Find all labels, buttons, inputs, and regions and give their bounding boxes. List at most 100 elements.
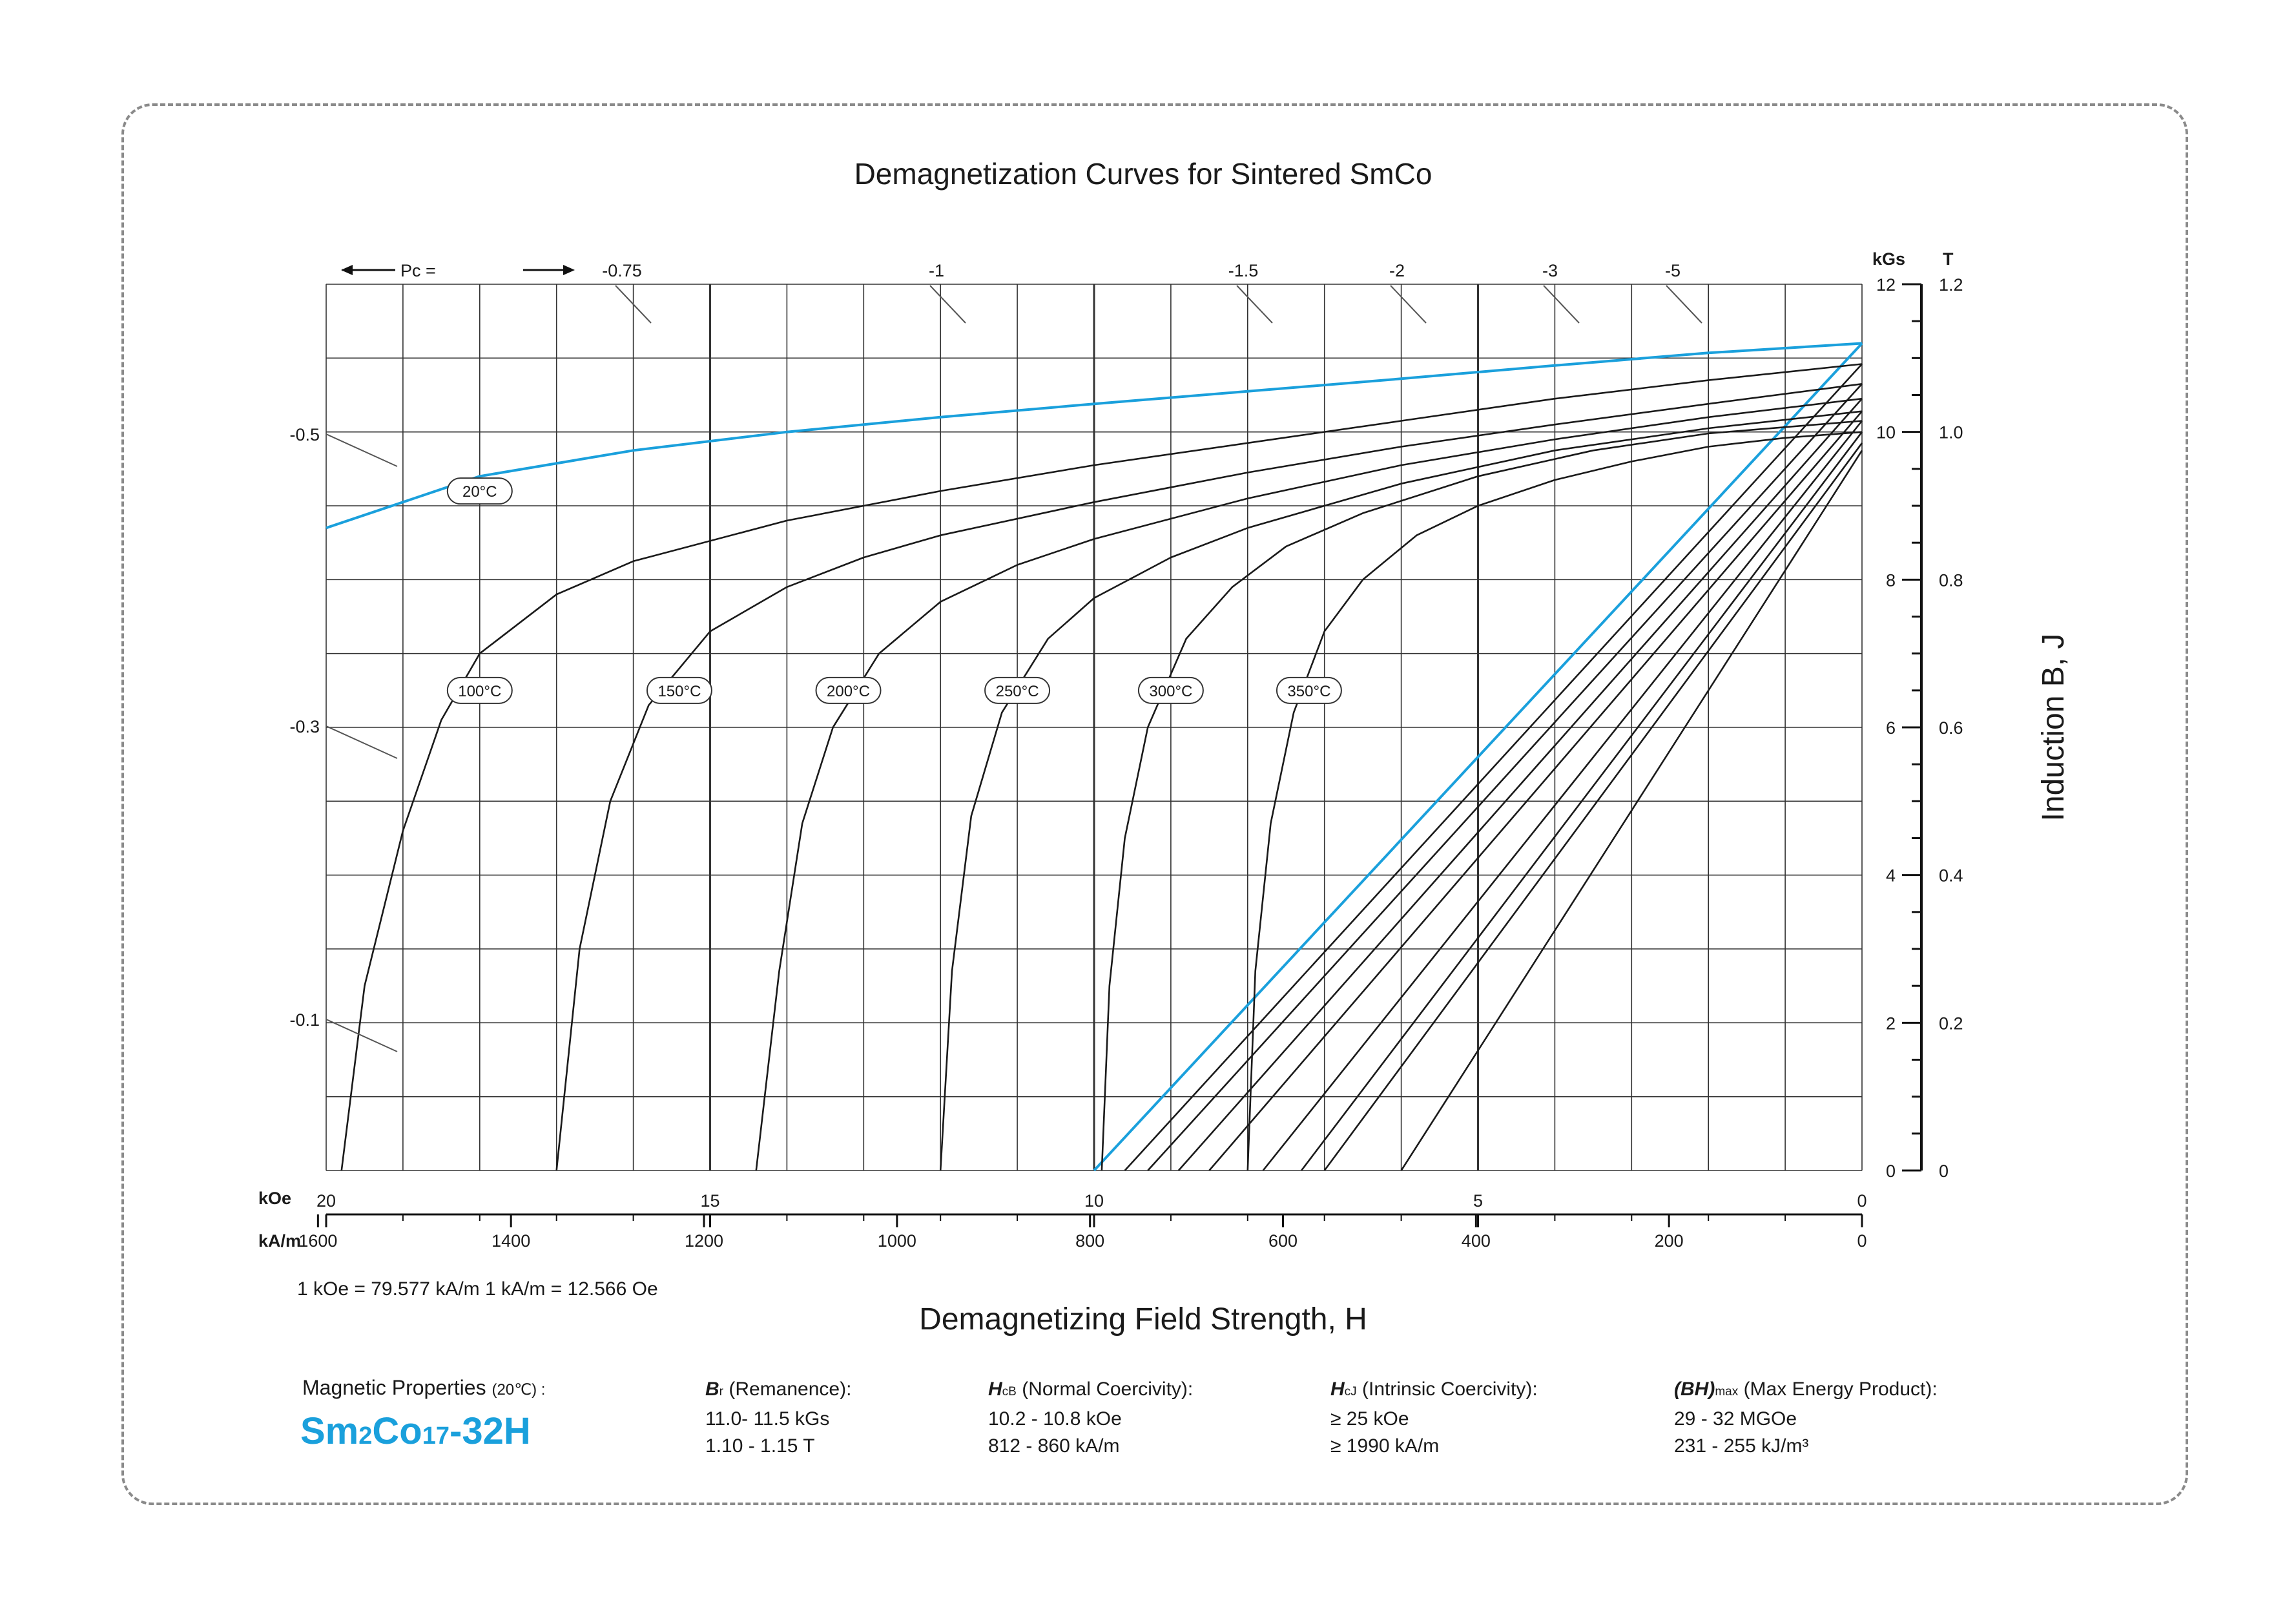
pc-top-tick-label: -2 <box>1389 261 1405 280</box>
pc-left-tick-label: -0.5 <box>289 425 320 444</box>
series-line-normal <box>1177 398 1863 1171</box>
y-unit-t: T <box>1943 249 1954 269</box>
pc-top-label: Pc = <box>400 261 436 280</box>
series-line-intrinsic <box>555 383 1863 1171</box>
curve-label-text: 150°C <box>657 683 701 700</box>
br-value-1: 11.0- 11.5 kGs <box>705 1408 830 1430</box>
x-tick-label-koe: 10 <box>1084 1191 1104 1211</box>
curve-label-text: 100°C <box>458 683 501 700</box>
demagnetization-chart: Demagnetization Curves for Sintered SmCo… <box>258 157 2071 1337</box>
curve-labels: 20°C 100°C 150°C 200°C 250°C 300°C 350°C <box>446 477 1342 704</box>
curve-label-text: 300°C <box>1149 683 1192 700</box>
series-line-intrinsic <box>1246 431 1863 1171</box>
y-tick-label-t: 1.2 <box>1939 275 1963 295</box>
pc-left-tick <box>326 433 398 467</box>
series-line-normal <box>1400 450 1863 1171</box>
y-tick-label-t: 0.2 <box>1939 1014 1963 1033</box>
curve-label: 200°C <box>815 676 882 704</box>
hcj-sub: cJ <box>1344 1385 1357 1399</box>
y-tick-label-t: 1.0 <box>1939 423 1963 442</box>
series-line-normal <box>1323 442 1863 1171</box>
pc-top-tick <box>929 285 966 324</box>
curve-label-box <box>984 676 1051 704</box>
pc-top-tick <box>1666 285 1702 324</box>
pc-top-tick <box>1236 285 1273 324</box>
bh-sub: max <box>1715 1385 1739 1399</box>
x-axis-label: Demagnetizing Field Strength, H <box>919 1302 1367 1337</box>
curve-label: 350°C <box>1276 676 1342 704</box>
x-tick-label-koe: 0 <box>1857 1191 1867 1211</box>
x-tick-label-kam: 600 <box>1268 1231 1298 1251</box>
series-line-normal <box>1262 420 1863 1171</box>
x-tick-label-koe: 15 <box>700 1191 719 1211</box>
bh-value-2: 231 - 255 kJ/m³ <box>1674 1435 1809 1457</box>
y-tick-label-kgs: 2 <box>1886 1014 1896 1033</box>
x-tick-label-kam: 400 <box>1462 1231 1491 1251</box>
bh-label: (Max Energy Product): <box>1743 1378 1938 1400</box>
x-tick-label-kam: 1200 <box>685 1231 723 1251</box>
pc-top-tick <box>1543 285 1580 324</box>
y-unit-kgs: kGs <box>1872 249 1905 269</box>
properties-heading-note: (20℃) : <box>491 1381 546 1399</box>
chart-grid <box>326 284 1863 1171</box>
pc-top-tick-label: -3 <box>1542 261 1558 280</box>
curve-label: 250°C <box>984 676 1051 704</box>
series-line-intrinsic <box>1101 420 1863 1171</box>
pc-left-tick <box>326 1019 398 1052</box>
grade-name: Sm2Co17-32H <box>300 1410 531 1453</box>
curve-label-text: 20°C <box>462 483 497 501</box>
x-tick-label-koe: 5 <box>1473 1191 1483 1211</box>
bh-value-1: 29 - 32 MGOe <box>1674 1408 1797 1430</box>
x-unit-koe: kOe <box>258 1189 291 1208</box>
hcb-label: (Normal Coercivity): <box>1022 1378 1194 1400</box>
x-tick-label-kam: 0 <box>1857 1231 1867 1251</box>
br-sub: r <box>719 1385 723 1399</box>
pc-left-tick <box>326 725 398 759</box>
x-tick-label-kam: 800 <box>1075 1231 1104 1251</box>
curve-label: 300°C <box>1137 676 1204 704</box>
series-line-normal <box>1208 410 1863 1171</box>
hcb-sub: cB <box>1002 1385 1017 1399</box>
y-tick-label-kgs: 12 <box>1876 275 1896 295</box>
property-bhmax: (BH)max (Max Energy Product): 29 - 32 MG… <box>1674 1376 1938 1460</box>
curve-label: 150°C <box>646 676 712 704</box>
hcb-symbol: H <box>988 1378 1002 1400</box>
grade-text: Sm2Co17-32H <box>300 1410 531 1452</box>
pc-arrowhead-left <box>341 265 353 275</box>
curve-label-box <box>446 676 513 704</box>
br-symbol: B <box>705 1378 719 1400</box>
pc-top-tick-label: -0.75 <box>602 261 642 280</box>
curve-label-text: 200°C <box>827 683 870 700</box>
x-tick-label-kam: 1400 <box>491 1231 530 1251</box>
curve-label-box <box>446 477 513 505</box>
series-line-normal <box>1124 363 1863 1171</box>
series-line-intrinsic <box>939 410 1863 1171</box>
hcj-symbol: H <box>1330 1378 1345 1400</box>
hcj-value-1: ≥ 25 kOe <box>1330 1408 1409 1430</box>
y-tick-label-kgs: 10 <box>1876 423 1896 442</box>
curve-label: 20°C <box>446 477 513 505</box>
chart-series <box>326 342 1863 1172</box>
curve-label-box <box>1276 676 1342 704</box>
chart-title: Demagnetization Curves for Sintered SmCo <box>854 157 1432 191</box>
series-line-intrinsic <box>340 363 1863 1171</box>
conversion-note: 1 kOe = 79.577 kA/m 1 kA/m = 12.566 Oe <box>297 1278 658 1300</box>
y-tick-label-t: 0 <box>1939 1161 1949 1181</box>
pc-left-tick-label: -0.3 <box>289 717 320 736</box>
curve-label-text: 350°C <box>1287 683 1330 700</box>
curve-label-text: 250°C <box>996 683 1039 700</box>
property-hcj: HcJ (Intrinsic Coercivity): ≥ 25 kOe ≥ 1… <box>1330 1376 1538 1460</box>
x-tick-label-koe: 20 <box>316 1191 336 1211</box>
series-line-normal <box>1300 431 1863 1171</box>
pc-left-tick-label: -0.1 <box>289 1010 320 1030</box>
y-tick-label-kgs: 8 <box>1886 570 1896 590</box>
dashed-frame <box>121 103 2188 1505</box>
br-value-2: 1.10 - 1.15 T <box>705 1435 815 1457</box>
x-tick-label-kam: 200 <box>1655 1231 1684 1251</box>
x-tick-label-kam: 1000 <box>878 1231 916 1251</box>
pc-top-tick-label: -1 <box>929 261 944 280</box>
x-unit-kam: kA/m <box>258 1231 301 1251</box>
pc-top-tick <box>1390 285 1427 324</box>
bh-symbol: (BH) <box>1674 1378 1715 1400</box>
